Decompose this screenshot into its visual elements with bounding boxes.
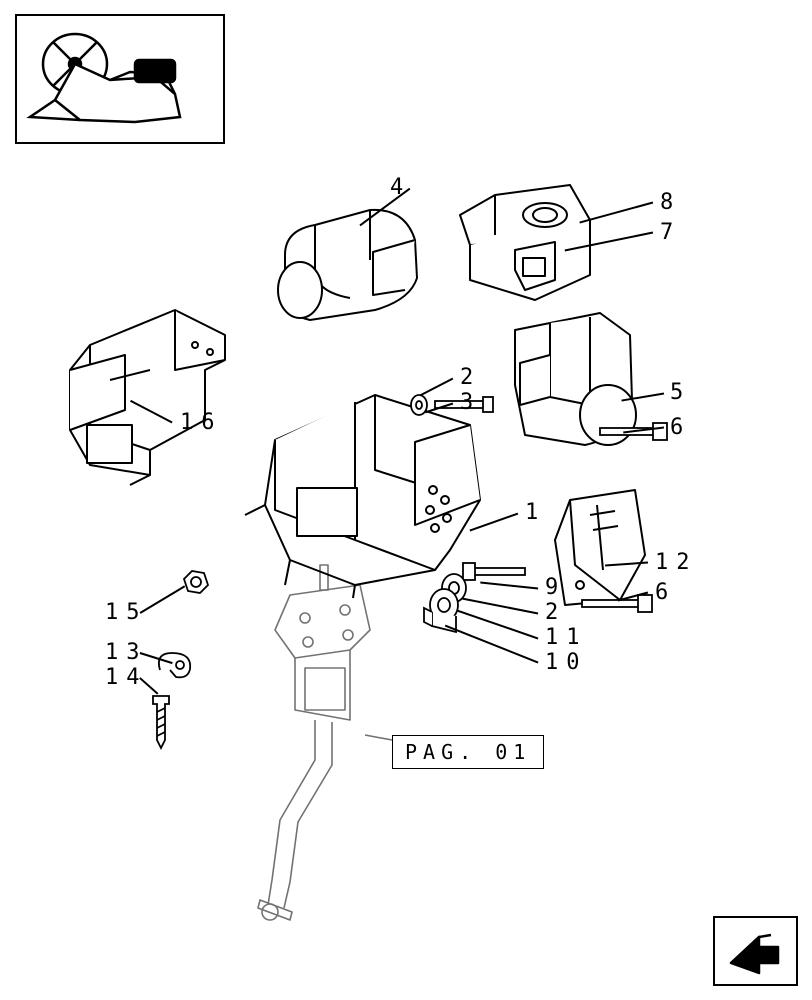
callout-16: 16 xyxy=(180,410,223,435)
callout-9: 9 xyxy=(545,575,566,600)
part-bolt-b xyxy=(580,592,658,617)
callout-3: 3 xyxy=(460,390,481,415)
part-bracket-left xyxy=(55,300,255,490)
part-clip xyxy=(150,645,205,685)
callout-10: 10 xyxy=(545,650,588,675)
steering-wheel-thumbnail xyxy=(25,22,215,137)
page-reference-label: PAG. 01 xyxy=(405,740,531,764)
part-upper-cowl-left xyxy=(255,200,440,350)
callout-12: 12 xyxy=(655,550,698,575)
callout-2: 2 xyxy=(545,600,566,625)
callout-8: 8 xyxy=(660,190,681,215)
part-nut xyxy=(178,565,213,600)
part-self-tap-screw xyxy=(145,690,180,755)
page-reference-box: PAG. 01 xyxy=(392,735,544,769)
callout-6: 6 xyxy=(655,580,676,605)
part-lower-cowl-right xyxy=(490,305,670,470)
callout-1: 1 xyxy=(525,500,546,525)
part-bolt-a xyxy=(598,420,673,445)
page-nav-box[interactable] xyxy=(713,916,798,986)
callout-6: 6 xyxy=(670,415,691,440)
reference-thumbnail-box xyxy=(15,14,225,144)
part-washer-screw-upper xyxy=(405,385,500,430)
callout-5: 5 xyxy=(670,380,691,405)
part-bushing-stack xyxy=(418,560,533,645)
callout-2: 2 xyxy=(460,365,481,390)
callout-7: 7 xyxy=(660,220,681,245)
callout-11: 11 xyxy=(545,625,588,650)
page-arrow-icon xyxy=(723,925,788,977)
